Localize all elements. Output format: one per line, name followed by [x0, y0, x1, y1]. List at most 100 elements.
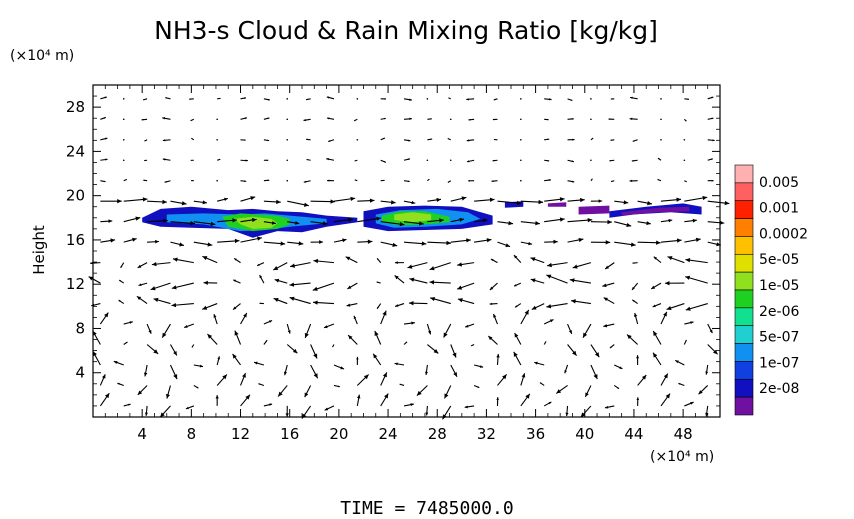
wind-vector	[333, 364, 345, 370]
wind-vector	[403, 139, 411, 142]
colorbar-swatch-11	[734, 361, 754, 380]
wind-vector	[685, 275, 708, 284]
wind-vector	[380, 310, 387, 325]
wind-vector	[240, 139, 246, 141]
wind-vector	[193, 364, 204, 368]
wind-vector	[100, 180, 106, 183]
wind-vector	[707, 220, 725, 225]
wind-vector	[403, 180, 410, 183]
wind-vector	[403, 403, 414, 407]
wind-vector	[328, 139, 335, 143]
wind-vector	[303, 118, 311, 122]
wind-vector	[305, 98, 311, 101]
wind-vector	[356, 394, 361, 407]
wind-vector	[590, 364, 598, 380]
wind-vector	[425, 405, 429, 416]
colorbar-swatch-1	[734, 182, 754, 202]
wind-vector	[380, 179, 385, 182]
wind-vector	[203, 280, 218, 285]
wind-vector	[141, 118, 148, 121]
wind-vector	[380, 372, 388, 386]
x-tick-label-4: 4	[137, 425, 147, 443]
wind-vector	[544, 159, 550, 162]
wind-vector	[273, 297, 288, 305]
wind-vector	[513, 254, 522, 263]
wind-vector	[166, 385, 171, 399]
wind-vector	[497, 241, 511, 248]
wind-vector	[707, 158, 713, 161]
wind-vector	[660, 373, 669, 386]
wind-vector	[631, 299, 638, 305]
wind-vector	[356, 138, 359, 141]
wind-vector	[100, 116, 106, 120]
wind-vector	[162, 158, 171, 161]
wind-vector	[394, 362, 405, 366]
wind-vector	[543, 318, 554, 325]
colorbar-label-8: 2e-08	[759, 381, 799, 397]
wind-vector	[546, 303, 568, 309]
wind-vector	[403, 117, 412, 121]
wind-vector	[473, 364, 484, 368]
wind-vector	[567, 237, 584, 243]
wind-vector	[274, 278, 288, 284]
wind-vector	[614, 200, 629, 205]
wind-vector	[520, 199, 544, 205]
wind-vector	[263, 159, 269, 161]
wind-vector	[190, 159, 194, 161]
wind-vector	[100, 219, 113, 223]
wind-vector	[630, 96, 638, 100]
wind-vector	[520, 393, 531, 407]
wind-vector	[263, 241, 286, 246]
wind-vector	[666, 303, 685, 311]
wind-vector	[189, 98, 194, 100]
wind-vector	[263, 179, 270, 182]
wind-vector	[193, 241, 213, 247]
wind-vector	[590, 137, 594, 141]
wind-vector	[468, 118, 475, 121]
wind-vector	[652, 352, 662, 366]
x-axis-unit: (×10⁴ m)	[650, 449, 714, 465]
wind-vector	[286, 323, 291, 334]
wind-vector	[193, 384, 199, 389]
wind-vector	[424, 364, 428, 376]
wind-vector	[304, 323, 312, 339]
wind-vector	[232, 353, 241, 366]
wind-vector	[191, 180, 194, 182]
wind-vector	[376, 257, 382, 263]
wind-vector	[449, 118, 452, 121]
wind-vector	[326, 117, 335, 120]
wind-vector	[403, 221, 424, 226]
wind-vector	[286, 159, 289, 162]
wind-vector	[233, 257, 241, 264]
wind-vector	[513, 282, 522, 287]
wind-vector	[660, 118, 662, 121]
wind-vector	[289, 296, 311, 305]
colorbar-label-4: 1e-05	[759, 278, 799, 294]
wind-vector	[698, 385, 709, 395]
wind-vector	[123, 237, 137, 243]
wind-vector	[496, 397, 499, 406]
wind-vector	[306, 138, 311, 141]
wind-vector	[609, 159, 615, 162]
wind-vector	[652, 303, 662, 308]
colorbar-swatch-2	[734, 200, 754, 219]
wind-vector	[707, 139, 715, 142]
cloud-region-3	[234, 216, 278, 229]
wind-vector	[286, 179, 289, 182]
wind-vector	[136, 295, 148, 305]
colorbar: 0.005 0.001 0.0002 5e-05 1e-05 2e-06 5e-07 1e-0…	[734, 164, 808, 416]
wind-vector	[544, 118, 549, 121]
wind-vector	[497, 373, 508, 386]
x-axis: 4 8 12 16 20 24 28 32 36 40 44 48	[104, 85, 709, 443]
wind-vector	[380, 200, 396, 205]
x-tick-label-20: 20	[329, 425, 348, 443]
wind-vector	[610, 180, 615, 183]
wind-vector	[185, 405, 195, 410]
wind-vector	[263, 117, 270, 120]
wind-vector	[547, 262, 568, 268]
wind-vector	[380, 159, 387, 163]
wind-vector	[685, 258, 708, 264]
wind-vector	[118, 299, 125, 305]
wind-vector	[356, 356, 359, 365]
x-tick-label-8: 8	[187, 425, 197, 443]
